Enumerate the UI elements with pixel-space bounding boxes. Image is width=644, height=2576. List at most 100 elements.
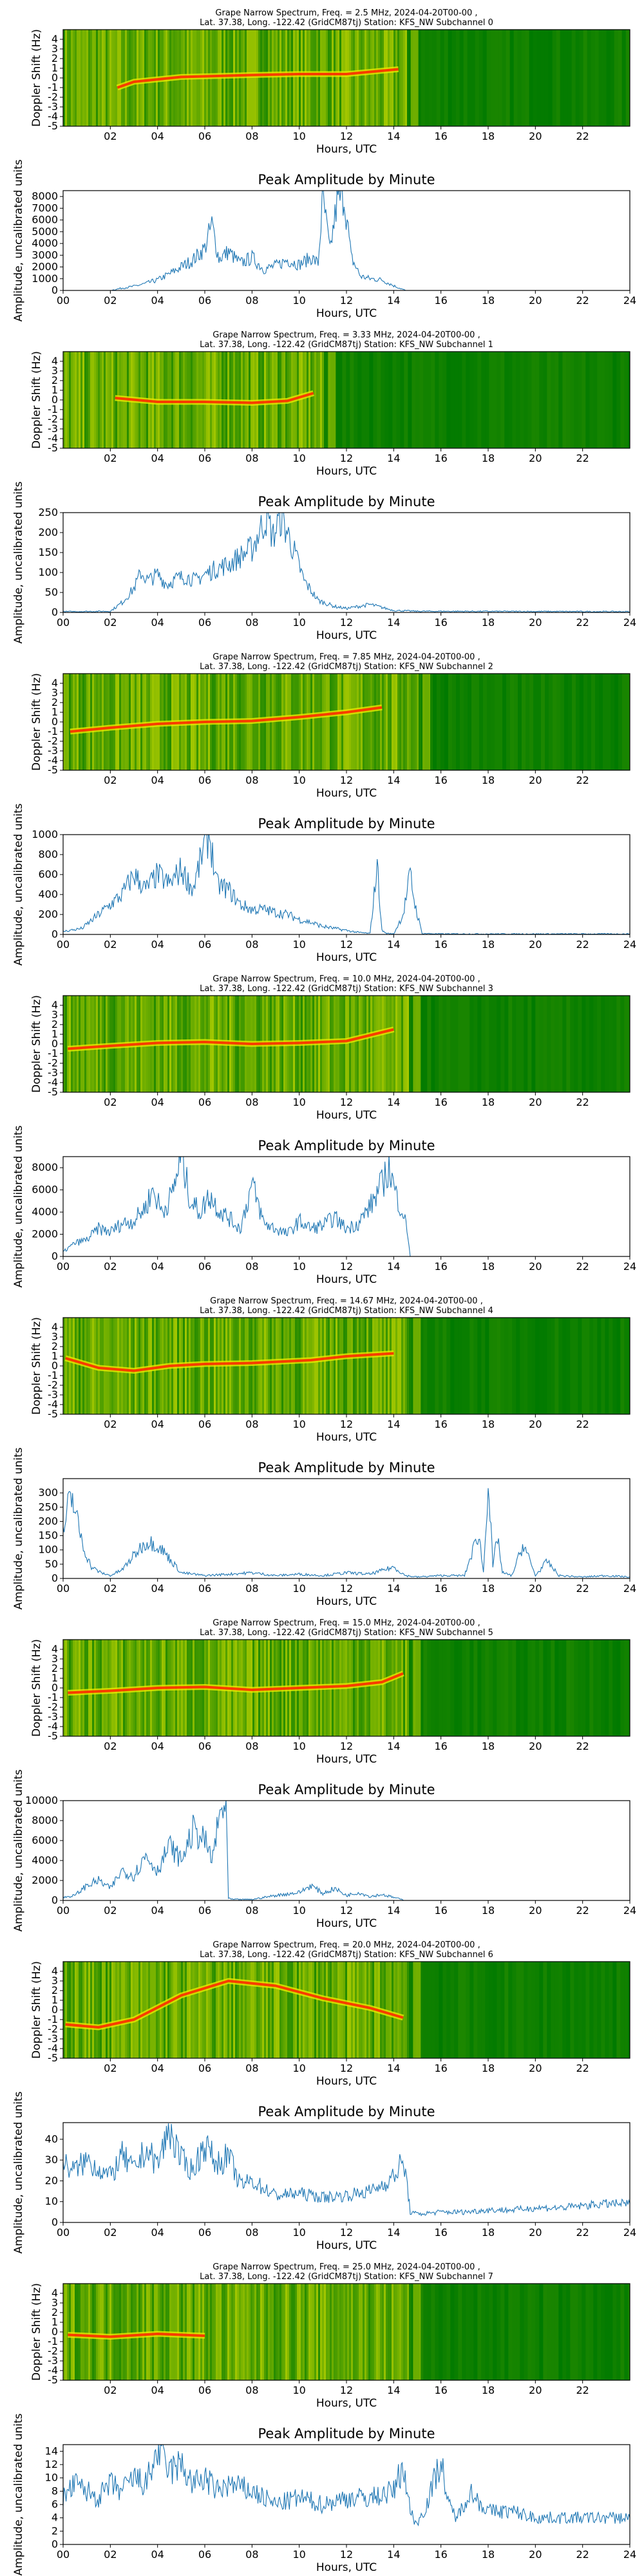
amplitude-x-tick-label: 16 [434, 938, 447, 951]
amplitude-x-axis-label: Hours, UTC [316, 2239, 377, 2252]
spectrum-x-tick-label: 10 [292, 452, 305, 464]
amplitude-y-tick-label: 150 [38, 546, 58, 558]
spectrum-x-tick-label: 12 [340, 2062, 353, 2074]
spectrum-y-tick-label: 4 [52, 1321, 58, 1333]
amplitude-x-axis-label: Hours, UTC [316, 307, 377, 320]
spectrum-y-tick-label: -4 [48, 1398, 58, 1410]
amplitude-y-tick-label: 4000 [32, 237, 58, 249]
spectrum-y-tick-label: -1 [48, 2335, 58, 2347]
spectrum-x-tick-label: 16 [434, 2384, 447, 2396]
amplitude-x-tick-label: 18 [482, 1260, 495, 1273]
amplitude-title: Peak Amplitude by Minute [258, 1782, 435, 1797]
spectrum-x-tick-label: 20 [529, 2062, 542, 2074]
spectrum-x-tick-label: 14 [387, 1096, 400, 1108]
amplitude-title: Peak Amplitude by Minute [258, 494, 435, 509]
amplitude-x-tick-label: 08 [245, 938, 258, 951]
spectrum-title-line1: Grape Narrow Spectrum, Freq. = 3.33 MHz,… [213, 330, 480, 340]
spectrum-y-tick-label: 2 [52, 1662, 58, 1674]
spectrum-panel-5: Grape Narrow Spectrum, Freq. = 15.0 MHz,… [30, 1618, 630, 1766]
spectrum-x-tick-label: 10 [292, 2384, 305, 2396]
amplitude-x-tick-label: 02 [104, 1260, 117, 1273]
spectrum-y-tick-label: 3 [52, 1653, 58, 1665]
amplitude-x-tick-label: 12 [340, 2226, 353, 2239]
amplitude-x-tick-label: 02 [104, 1582, 117, 1595]
amplitude-y-tick-label: 2000 [32, 261, 58, 273]
amplitude-x-tick-label: 02 [104, 2548, 117, 2561]
doppler-trace [70, 706, 383, 733]
amplitude-y-tick-label: 50 [45, 586, 58, 598]
amplitude-y-tick-label: 0 [52, 1572, 58, 1584]
amplitude-x-tick-label: 14 [387, 1260, 400, 1273]
spectrum-x-tick-label: 18 [482, 1096, 495, 1108]
amplitude-x-tick-label: 22 [576, 616, 589, 629]
amplitude-x-tick-label: 20 [529, 2548, 542, 2561]
spectrum-y-tick-label: -1 [48, 725, 58, 737]
amplitude-plot-area [63, 1801, 630, 1900]
amplitude-x-tick-label: 22 [576, 1260, 589, 1273]
spectrum-x-tick-label: 16 [434, 1096, 447, 1108]
doppler-trace [117, 68, 399, 89]
spectrum-x-tick-label: 10 [292, 1740, 305, 1752]
spectrum-x-tick-label: 06 [198, 130, 211, 142]
amplitude-x-tick-label: 04 [151, 616, 164, 629]
amplitude-title: Peak Amplitude by Minute [258, 1460, 435, 1475]
amplitude-x-tick-label: 06 [198, 2548, 211, 2561]
amplitude-x-tick-label: 00 [57, 938, 70, 951]
spectrum-x-tick-label: 22 [576, 2384, 589, 2396]
spectrum-title-line2: Lat. 37.38, Long. -122.42 (GridCM87tj) S… [200, 984, 493, 994]
amplitude-x-tick-label: 12 [340, 1582, 353, 1595]
amplitude-x-tick-label: 02 [104, 294, 117, 307]
spectrum-x-tick-label: 22 [576, 1418, 589, 1430]
amplitude-x-tick-label: 22 [576, 2226, 589, 2239]
amplitude-x-tick-label: 10 [292, 1582, 305, 1595]
amplitude-y-tick-label: 10 [45, 2472, 58, 2484]
spectrum-panel-4: Grape Narrow Spectrum, Freq. = 14.67 MHz… [30, 1296, 630, 1444]
amplitude-y-tick-label: 4000 [32, 1854, 58, 1866]
spectrum-x-tick-label: 06 [198, 2062, 211, 2074]
amplitude-x-tick-label: 16 [434, 1904, 447, 1917]
amplitude-y-tick-label: 0 [52, 606, 58, 618]
amplitude-x-tick-label: 18 [482, 938, 495, 951]
amplitude-x-tick-label: 24 [623, 2226, 636, 2239]
amplitude-x-tick-label: 04 [151, 2548, 164, 2561]
spectrum-panel-6: Grape Narrow Spectrum, Freq. = 20.0 MHz,… [30, 1940, 630, 2088]
amplitude-x-tick-label: 10 [292, 938, 305, 951]
spectrum-x-tick-label: 16 [434, 1740, 447, 1752]
spectrum-title-line1: Grape Narrow Spectrum, Freq. = 14.67 MHz… [210, 1296, 483, 1306]
spectrum-x-tick-label: 10 [292, 774, 305, 786]
amplitude-y-axis-label: Amplitude, uncalibrated units [12, 2413, 25, 2575]
doppler-trace [68, 2333, 205, 2338]
amplitude-x-tick-label: 20 [529, 1904, 542, 1917]
amplitude-x-tick-label: 24 [623, 2548, 636, 2561]
amplitude-x-tick-label: 22 [576, 938, 589, 951]
spectrum-x-tick-label: 12 [340, 1096, 353, 1108]
amplitude-x-tick-label: 10 [292, 1904, 305, 1917]
amplitude-series [63, 1157, 630, 1256]
amplitude-y-tick-label: 6000 [32, 1184, 58, 1196]
spectrum-x-tick-label: 08 [245, 2384, 258, 2396]
amplitude-y-axis-label: Amplitude, uncalibrated units [12, 481, 25, 643]
spectrum-x-tick-label: 12 [340, 774, 353, 786]
spectrum-y-tick-label: -2 [48, 735, 58, 747]
amplitude-x-tick-label: 06 [198, 1260, 211, 1273]
amplitude-y-tick-label: 6000 [32, 1834, 58, 1846]
amplitude-title: Peak Amplitude by Minute [258, 172, 435, 187]
amplitude-y-tick-label: 8000 [32, 1161, 58, 1173]
spectrum-x-tick-label: 14 [387, 2384, 400, 2396]
spectrum-x-tick-label: 14 [387, 130, 400, 142]
amplitude-plot-area [63, 1479, 630, 1578]
amplitude-series [63, 191, 630, 290]
spectrum-y-tick-label: 0 [52, 2003, 58, 2016]
spectrum-x-tick-label: 16 [434, 452, 447, 464]
spectrum-x-axis-label: Hours, UTC [316, 787, 377, 800]
amplitude-line [63, 191, 630, 290]
amplitude-x-tick-label: 06 [198, 616, 211, 629]
spectrum-x-tick-label: 20 [529, 1740, 542, 1752]
spectrum-x-tick-label: 20 [529, 1096, 542, 1108]
spectrum-y-tick-label: -2 [48, 1701, 58, 1713]
amplitude-x-tick-label: 08 [245, 2226, 258, 2239]
spectrum-y-tick-label: 3 [52, 687, 58, 699]
spectrum-x-tick-label: 22 [576, 130, 589, 142]
amplitude-x-tick-label: 06 [198, 938, 211, 951]
spectrum-y-tick-label: -1 [48, 81, 58, 93]
